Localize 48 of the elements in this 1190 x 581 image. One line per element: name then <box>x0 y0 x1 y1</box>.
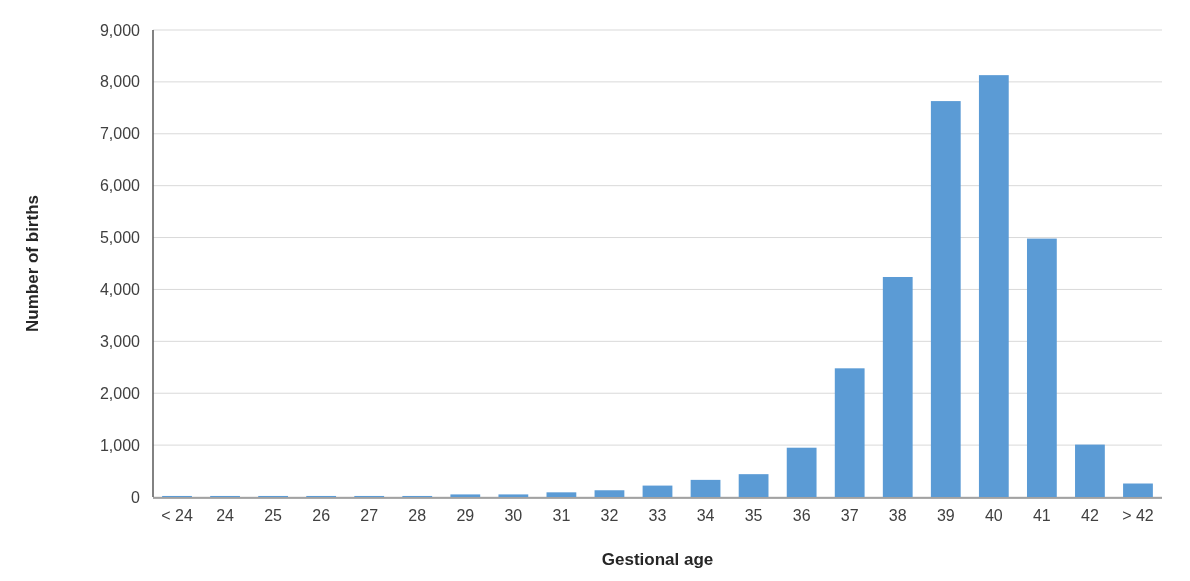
x-tick-label: 37 <box>840 507 859 524</box>
x-tick-label: 42 <box>1081 507 1099 524</box>
bar <box>834 368 865 497</box>
x-tick-label: 25 <box>264 507 283 524</box>
x-tick-label: 27 <box>360 507 379 524</box>
x-tick-label: 32 <box>600 507 619 524</box>
y-tick-label: 3,000 <box>99 332 141 350</box>
x-tick-label: 33 <box>648 507 667 524</box>
y-tick-label: 9,000 <box>99 21 141 39</box>
y-tick-label: 4,000 <box>99 281 141 299</box>
y-tick-label: 7,000 <box>99 125 141 143</box>
bar <box>1026 238 1057 497</box>
bar <box>738 474 769 497</box>
x-tick-label: 41 <box>1032 507 1051 524</box>
bar <box>498 494 529 497</box>
bar <box>546 492 577 497</box>
y-tick-label: 6,000 <box>99 177 141 195</box>
x-tick-label: 29 <box>456 507 475 524</box>
x-tick-label: > 42 <box>1122 507 1154 524</box>
x-tick-label: 31 <box>552 507 571 524</box>
bar <box>978 75 1009 497</box>
x-tick-label: 40 <box>984 507 1003 524</box>
x-tick-label: 38 <box>888 507 907 524</box>
y-tick-label: 5,000 <box>99 229 141 247</box>
x-tick-label: 28 <box>408 507 427 524</box>
bar <box>1075 444 1105 497</box>
x-tick-label: 34 <box>696 507 715 524</box>
bar <box>594 490 625 497</box>
bar <box>882 276 913 497</box>
x-tick-label: 39 <box>936 507 955 524</box>
x-tick-label: 26 <box>312 507 331 524</box>
bar <box>450 494 481 497</box>
x-tick-label: 36 <box>792 507 811 524</box>
x-tick-label: 35 <box>744 507 763 524</box>
y-tick-label: 8,000 <box>99 73 141 91</box>
x-tick-label: < 24 <box>161 507 193 524</box>
bar <box>642 485 673 497</box>
x-tick-label: 24 <box>216 507 235 524</box>
x-tick-label: 30 <box>504 507 523 524</box>
bar <box>786 447 817 497</box>
bar <box>930 101 961 497</box>
y-tick-label: 0 <box>131 488 141 506</box>
y-tick-label: 2,000 <box>99 384 141 402</box>
x-axis-title: Gestional age <box>601 550 714 569</box>
y-tick-label: 1,000 <box>99 436 141 454</box>
bar <box>690 479 721 497</box>
y-axis-title: Number of births <box>23 195 42 332</box>
bar <box>1123 483 1153 497</box>
